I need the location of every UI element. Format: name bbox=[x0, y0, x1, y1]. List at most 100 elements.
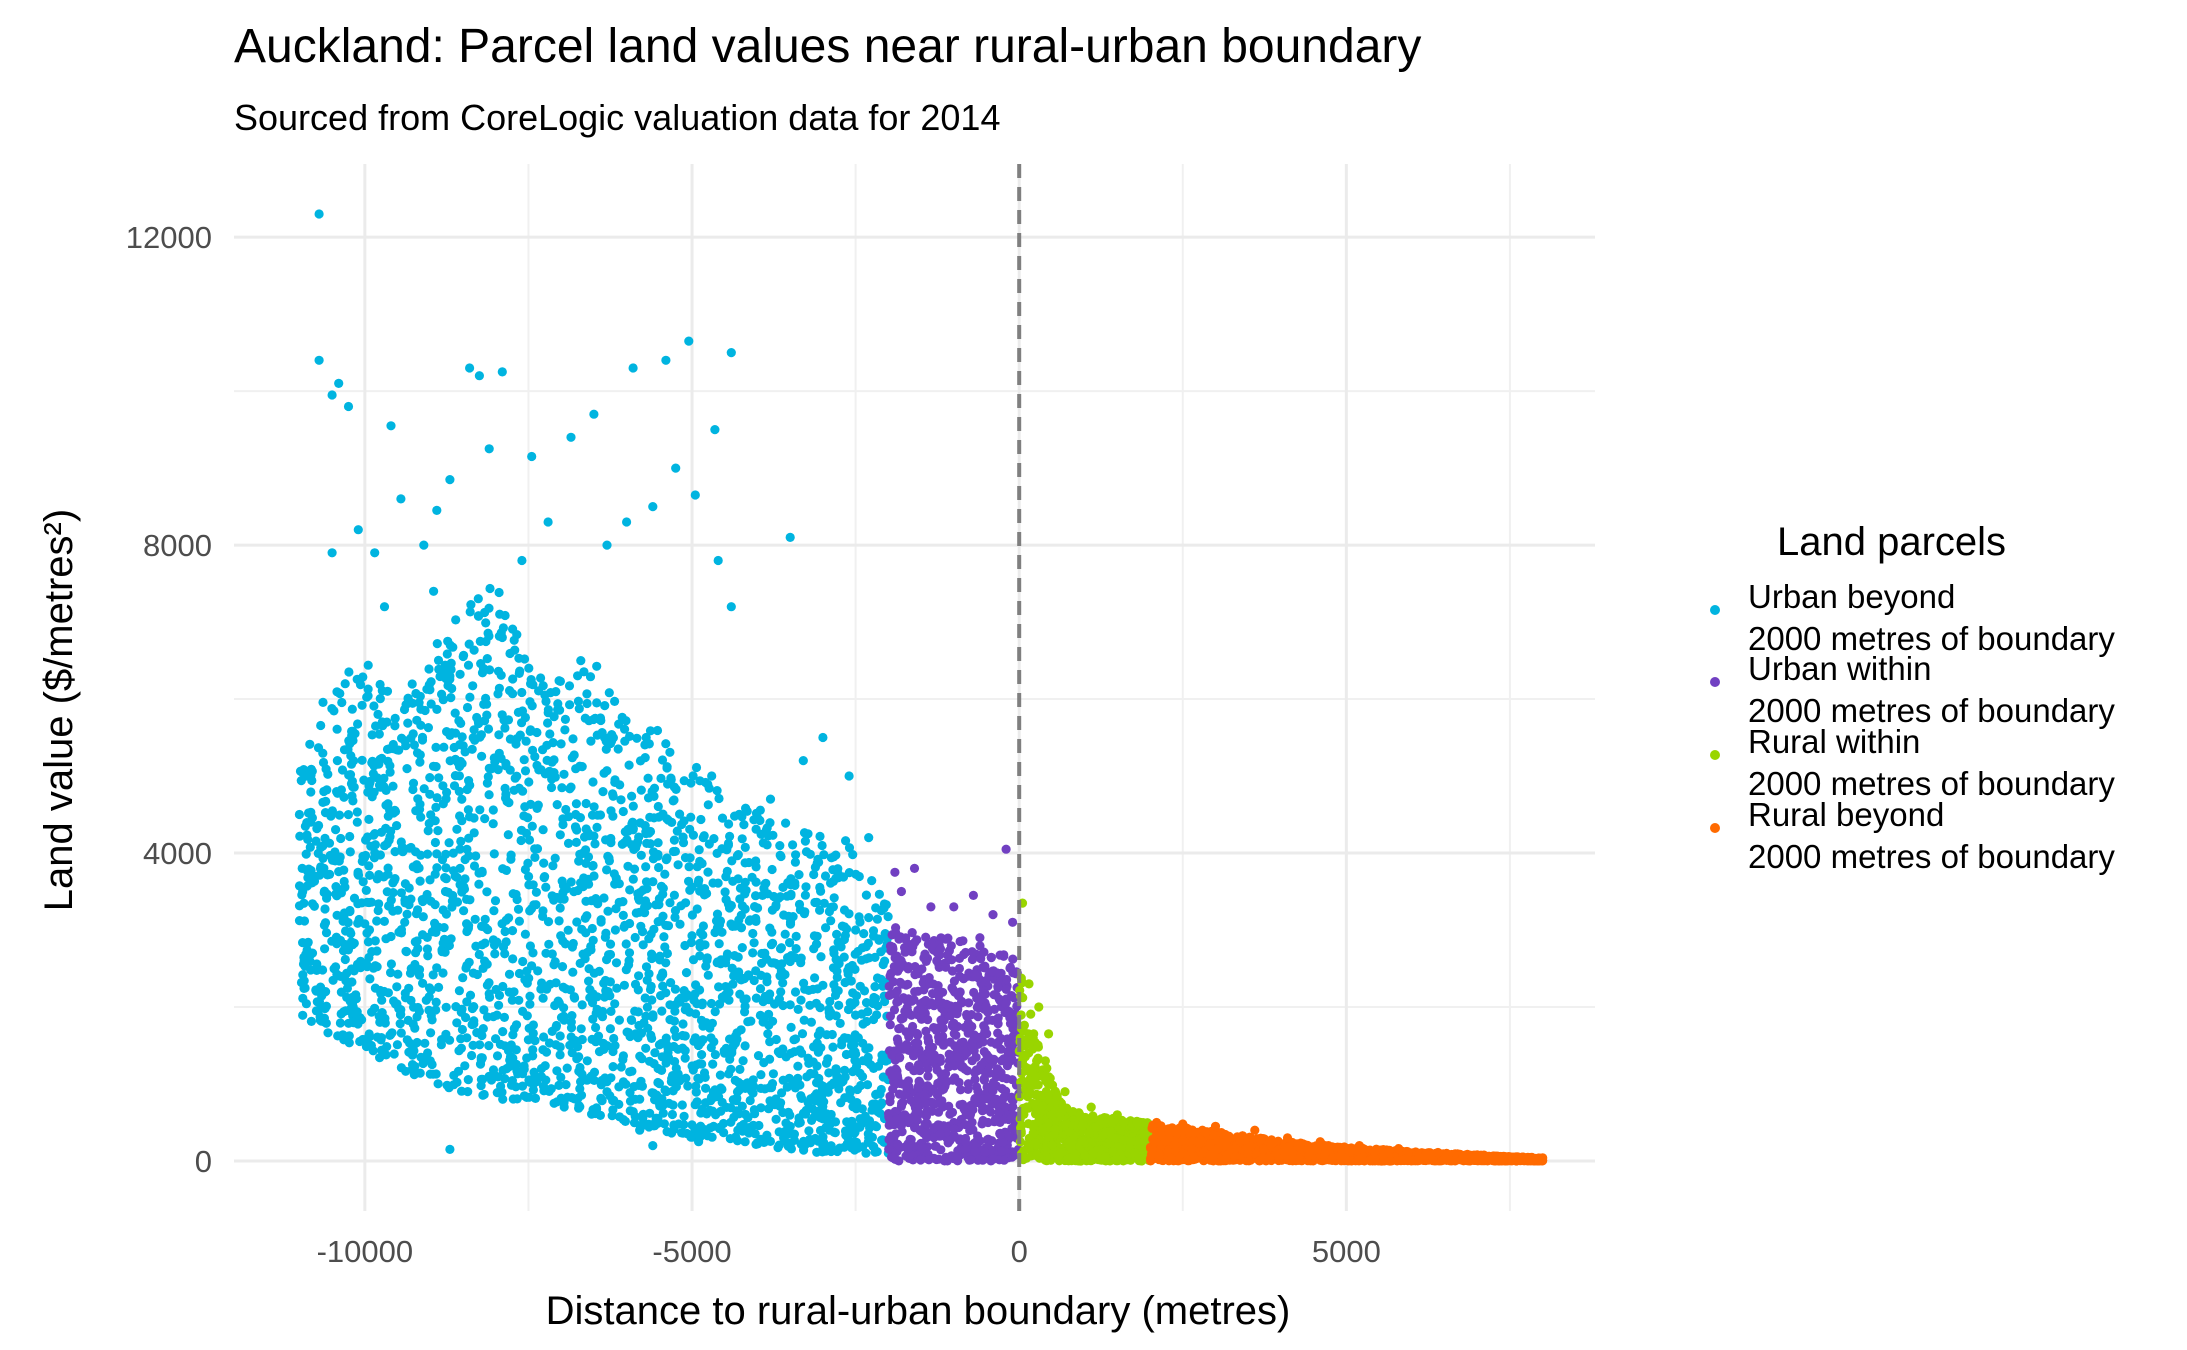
data-point bbox=[422, 944, 432, 954]
data-point bbox=[653, 801, 663, 812]
data-point bbox=[483, 724, 494, 734]
data-point bbox=[344, 770, 354, 780]
data-point bbox=[868, 998, 878, 1009]
outlier-point bbox=[988, 910, 998, 920]
data-point bbox=[315, 1004, 325, 1014]
data-point bbox=[776, 966, 787, 976]
data-point bbox=[630, 1094, 640, 1104]
data-point bbox=[500, 1074, 510, 1084]
data-point bbox=[707, 1132, 717, 1142]
data-point bbox=[949, 1124, 959, 1134]
data-point bbox=[498, 864, 508, 874]
data-point bbox=[872, 973, 883, 983]
outlier-point bbox=[1031, 1071, 1041, 1081]
data-point bbox=[544, 1038, 555, 1048]
data-point bbox=[870, 982, 880, 992]
data-point bbox=[874, 889, 885, 899]
data-point bbox=[811, 1089, 822, 1099]
data-point bbox=[477, 867, 487, 878]
data-point bbox=[605, 939, 616, 949]
data-point bbox=[1028, 1128, 1038, 1138]
data-point bbox=[923, 1071, 933, 1081]
data-point bbox=[755, 805, 765, 815]
data-point bbox=[861, 890, 872, 900]
data-point bbox=[758, 1017, 768, 1027]
data-point bbox=[455, 844, 465, 854]
data-point bbox=[539, 1032, 549, 1042]
data-point bbox=[559, 1102, 569, 1112]
data-point bbox=[791, 944, 801, 954]
data-point bbox=[512, 630, 522, 640]
data-point bbox=[745, 1122, 755, 1132]
data-point bbox=[1005, 962, 1016, 973]
data-point bbox=[867, 876, 877, 886]
data-point bbox=[466, 600, 476, 610]
data-point bbox=[737, 812, 747, 822]
data-point bbox=[434, 982, 444, 993]
data-point bbox=[728, 979, 738, 989]
data-point bbox=[841, 836, 851, 846]
data-point bbox=[392, 982, 402, 992]
data-point bbox=[609, 869, 619, 879]
series-4 bbox=[1145, 1117, 1548, 1166]
data-point bbox=[884, 990, 895, 1001]
data-point bbox=[698, 833, 708, 843]
data-point bbox=[381, 823, 391, 834]
data-point bbox=[331, 825, 341, 835]
data-point bbox=[323, 769, 333, 779]
data-point bbox=[870, 1147, 880, 1157]
data-point bbox=[987, 1136, 997, 1146]
data-point bbox=[662, 1127, 672, 1137]
data-point bbox=[901, 1027, 911, 1037]
data-point bbox=[1025, 1080, 1035, 1090]
data-point bbox=[488, 819, 498, 829]
data-point bbox=[513, 1069, 523, 1079]
data-point bbox=[765, 989, 775, 999]
data-point bbox=[900, 1080, 911, 1090]
data-point bbox=[316, 862, 326, 872]
data-point bbox=[463, 1087, 473, 1097]
outlier-point bbox=[370, 548, 380, 558]
data-point bbox=[541, 882, 551, 892]
data-point bbox=[392, 821, 402, 831]
data-point bbox=[374, 899, 384, 909]
outlier-point bbox=[465, 363, 475, 373]
data-point bbox=[463, 805, 473, 815]
data-point bbox=[571, 799, 582, 809]
data-point bbox=[728, 876, 738, 886]
outlier-point bbox=[785, 532, 795, 543]
data-point bbox=[494, 587, 504, 598]
data-point bbox=[976, 1060, 986, 1070]
data-point bbox=[332, 756, 342, 766]
data-point bbox=[628, 801, 638, 811]
data-point bbox=[907, 928, 917, 938]
data-point bbox=[917, 1143, 927, 1153]
data-point bbox=[656, 916, 666, 926]
data-point bbox=[840, 977, 850, 988]
data-point bbox=[379, 916, 389, 927]
data-point bbox=[997, 1146, 1007, 1156]
data-point bbox=[392, 1040, 402, 1050]
data-point bbox=[445, 756, 455, 766]
data-point bbox=[313, 743, 324, 753]
outlier-point bbox=[635, 1125, 645, 1135]
data-point bbox=[538, 681, 548, 691]
data-point bbox=[336, 1009, 346, 1019]
data-point bbox=[986, 1107, 996, 1117]
outlier-point bbox=[445, 1144, 455, 1154]
data-point bbox=[964, 998, 974, 1008]
data-point bbox=[849, 1039, 859, 1050]
data-point bbox=[843, 969, 853, 979]
data-point bbox=[592, 661, 602, 671]
data-point bbox=[837, 1040, 847, 1050]
data-point bbox=[623, 824, 633, 834]
data-point bbox=[790, 987, 801, 997]
data-point bbox=[962, 1009, 972, 1020]
data-point bbox=[1064, 1153, 1074, 1163]
data-point bbox=[408, 729, 418, 739]
data-point bbox=[803, 829, 813, 839]
data-point bbox=[829, 1078, 839, 1088]
data-point bbox=[661, 988, 671, 998]
data-point bbox=[345, 847, 355, 857]
data-point bbox=[559, 769, 569, 779]
